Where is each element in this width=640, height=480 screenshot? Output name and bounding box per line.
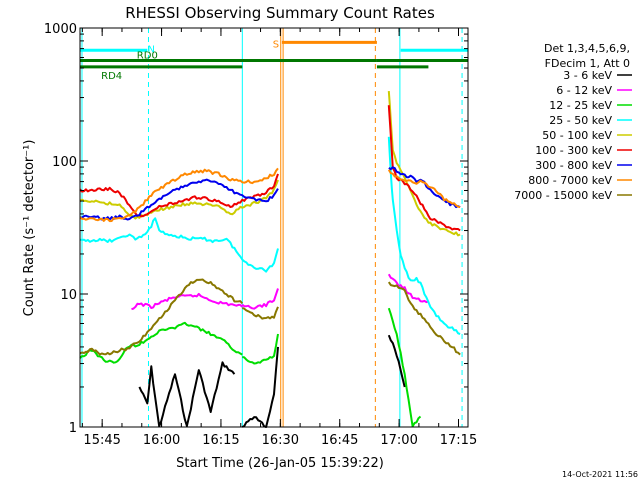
legend-label: 50 - 100 keV — [542, 129, 612, 142]
x-axis-label: Start Time (26-Jan-05 15:39:22) — [176, 456, 384, 471]
x-tick-label: 16:30 — [262, 433, 299, 448]
y-tick-label: 100 — [52, 155, 77, 170]
series-lines — [79, 91, 461, 428]
legend-label: 6 - 12 keV — [556, 84, 612, 97]
x-tick-label: 16:15 — [202, 433, 239, 448]
series-line-6-12-kev-2 — [387, 273, 429, 304]
chart-title: RHESSI Observing Summary Count Rates — [125, 4, 435, 22]
series-line-800-7000-kev-0 — [79, 167, 279, 223]
series-line-7000-15000-kev-1 — [241, 306, 279, 320]
series-line-800-7000-kev-1 — [387, 169, 461, 209]
series-line-7000-15000-kev-0 — [79, 278, 244, 356]
legend-label: 800 - 7000 keV — [528, 174, 612, 187]
vertical-markers — [81, 28, 463, 427]
series-line-25-50-kev-1 — [387, 136, 461, 335]
x-tick-label: 15:45 — [83, 433, 120, 448]
series-line-6-12-kev-1 — [241, 288, 279, 310]
y-tick-label: 10 — [60, 288, 77, 303]
flag-label-rd0: RD0 — [137, 50, 158, 61]
legend-label: 3 - 6 keV — [563, 69, 612, 82]
series-line-7000-15000-kev-2 — [387, 281, 461, 356]
flag-label-n: N — [148, 44, 155, 55]
legend-label: 25 - 50 keV — [549, 114, 612, 127]
y-tick-label: 1000 — [44, 22, 77, 37]
plot-frame — [79, 27, 469, 428]
legend-label: 100 - 300 keV — [535, 144, 612, 157]
legend: Det 1,3,4,5,6,9, FDecim 1, Att 03 - 6 keV… — [514, 42, 632, 202]
series-line-50-100-kev-0 — [79, 179, 279, 220]
flag-label-rd4: RD4 — [101, 71, 122, 82]
x-tick-label: 16:45 — [321, 433, 358, 448]
y-axis-label: Count Rate (s⁻¹ detector⁻¹) — [22, 140, 37, 317]
series-line-12-25-kev-2 — [387, 307, 422, 428]
date-stamp: 14-Oct-2021 11:56 — [562, 470, 638, 479]
series-line-12-25-kev-0 — [79, 321, 243, 364]
series-line-6-12-kev-0 — [131, 292, 244, 311]
y-tick-label: 1 — [69, 421, 77, 436]
series-line-3-6-kev-0 — [138, 361, 236, 428]
legend-label: 12 - 25 keV — [549, 99, 612, 112]
series-line-50-100-kev-1 — [387, 91, 461, 237]
legend-header: Det 1,3,4,5,6,9, — [544, 42, 630, 55]
flag-label-s: S — [273, 39, 279, 50]
legend-label: 300 - 800 keV — [535, 159, 612, 172]
x-tick-label: 17:00 — [380, 433, 417, 448]
series-line-25-50-kev-0 — [79, 217, 279, 273]
x-tick-label: 17:15 — [440, 433, 477, 448]
flag-bars: N S RD0 RD4 — [80, 39, 468, 82]
series-line-12-25-kev-1 — [242, 333, 279, 365]
series-line-3-6-kev-2 — [387, 334, 406, 388]
legend-label: 7000 - 15000 keV — [514, 189, 612, 202]
series-line-100-300-kev-0 — [79, 173, 279, 218]
x-tick-label: 16:00 — [143, 433, 180, 448]
axes: 15:45 16:00 16:15 16:30 16:45 17:00 17:15 1 10 10… — [44, 22, 477, 448]
legend-header: FDecim 1, Att 0 — [545, 57, 630, 70]
series-line-3-6-kev-1 — [241, 346, 279, 428]
